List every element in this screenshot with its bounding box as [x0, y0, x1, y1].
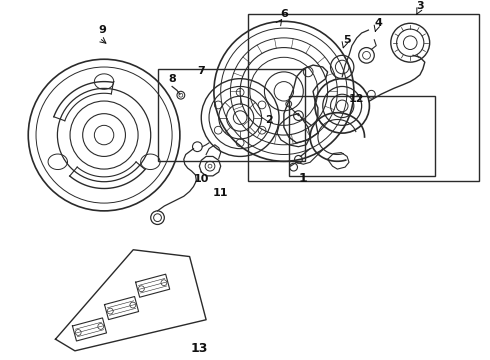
- Text: 11: 11: [213, 188, 228, 198]
- Bar: [289, 96, 435, 176]
- Text: 6: 6: [280, 9, 288, 19]
- Text: 1: 1: [299, 172, 308, 185]
- Text: 5: 5: [343, 35, 351, 45]
- Text: 9: 9: [98, 25, 106, 35]
- Text: 3: 3: [416, 1, 424, 11]
- Text: 2: 2: [266, 116, 273, 126]
- Bar: [157, 69, 305, 161]
- Text: 8: 8: [168, 74, 176, 84]
- Text: 4: 4: [374, 18, 382, 28]
- Text: 12: 12: [349, 94, 365, 104]
- Text: 7: 7: [197, 66, 205, 76]
- Bar: [248, 14, 479, 181]
- Text: 10: 10: [194, 174, 209, 184]
- Text: 13: 13: [191, 342, 208, 355]
